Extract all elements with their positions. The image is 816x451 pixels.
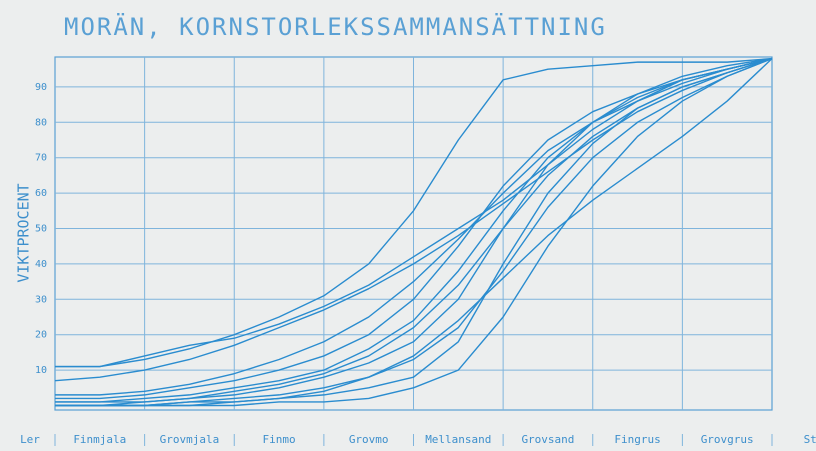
y-tick-label: 90 — [35, 82, 47, 93]
y-tick-label: 80 — [35, 117, 47, 128]
grain-size-curve — [55, 57, 773, 407]
y-tick-label: 50 — [35, 224, 47, 235]
grain-size-curve — [55, 57, 773, 368]
grain-size-curve — [55, 57, 773, 400]
x-category-label: Mellansand — [425, 433, 491, 446]
x-category-label: Finmjala — [73, 433, 126, 446]
chart-title: MORÄN, KORNSTORLEKSSAMMANSÄTTNING — [64, 12, 607, 41]
y-tick-label: 60 — [35, 188, 47, 199]
x-category-label: Grovmo — [349, 433, 389, 446]
x-category-label: Grovmjala — [160, 433, 220, 446]
grain-size-curve — [55, 57, 773, 368]
y-tick-label: 30 — [35, 294, 47, 305]
x-category-label: Sten — [804, 433, 816, 446]
grain-size-curve — [55, 57, 773, 407]
y-tick-label: 20 — [35, 330, 47, 341]
x-category-label: Ler — [20, 433, 40, 446]
y-tick-label: 10 — [35, 365, 47, 376]
grain-size-curve — [55, 57, 773, 396]
x-category-label: Grovsand — [521, 433, 574, 446]
y-axis-label: VIKTPROCENT — [15, 183, 33, 282]
y-tick-label: 40 — [35, 259, 47, 270]
y-tick-label: 70 — [35, 153, 47, 164]
grain-size-curve — [55, 58, 773, 407]
x-category-label: Fingrus — [614, 433, 660, 446]
grain-size-curve — [55, 57, 773, 403]
grain-size-curve — [54, 57, 773, 382]
x-category-label: Finmo — [263, 433, 296, 446]
x-category-label: Grovgrus — [701, 433, 754, 446]
